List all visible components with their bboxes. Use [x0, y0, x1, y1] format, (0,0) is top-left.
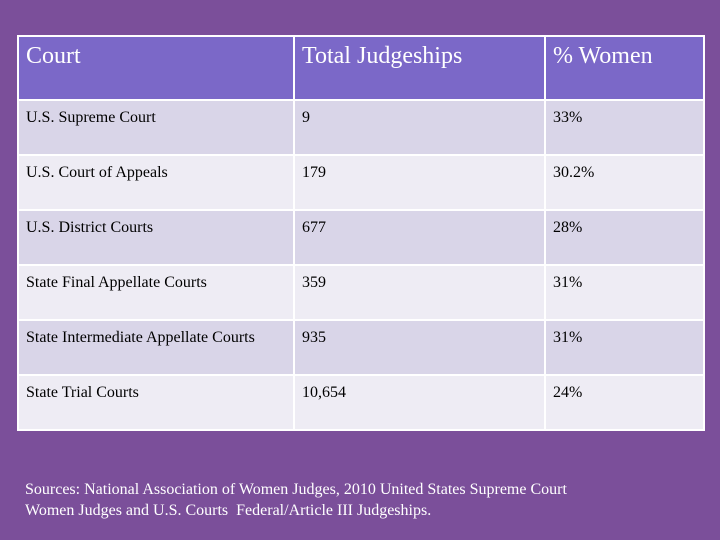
table-row: U.S. District Courts 677 28%	[17, 209, 705, 266]
court-cell: State Intermediate Appellate Courts	[17, 319, 295, 376]
total-cell: 9	[293, 99, 546, 156]
table-row: U.S. Supreme Court 9 33%	[17, 99, 705, 156]
sources-line-1: Sources: National Association of Women J…	[25, 481, 567, 498]
women-cell: 28%	[544, 209, 705, 266]
court-cell: U.S. District Courts	[17, 209, 295, 266]
total-cell: 359	[293, 264, 546, 321]
total-cell: 677	[293, 209, 546, 266]
table-row: State Final Appellate Courts 359 31%	[17, 264, 705, 321]
table-row: State Intermediate Appellate Courts 935 …	[17, 319, 705, 376]
header-percent-women: % Women	[544, 35, 705, 101]
judgeships-table: Court Total Judgeships % Women U.S. Supr…	[17, 35, 705, 431]
total-cell: 179	[293, 154, 546, 211]
court-cell: U.S. Supreme Court	[17, 99, 295, 156]
women-cell: 31%	[544, 264, 705, 321]
judgeships-table-container: Court Total Judgeships % Women U.S. Supr…	[17, 35, 705, 431]
total-cell: 935	[293, 319, 546, 376]
sources-note: Sources: National Association of Women J…	[25, 479, 695, 521]
table-row: U.S. Court of Appeals 179 30.2%	[17, 154, 705, 211]
women-cell: 31%	[544, 319, 705, 376]
court-cell: State Final Appellate Courts	[17, 264, 295, 321]
women-cell: 30.2%	[544, 154, 705, 211]
women-cell: 33%	[544, 99, 705, 156]
header-court: Court	[17, 35, 295, 101]
table-header-row: Court Total Judgeships % Women	[17, 35, 705, 101]
table-row: State Trial Courts 10,654 24%	[17, 374, 705, 431]
sources-line-2: Women Judges and U.S. Courts Federal/Art…	[25, 502, 432, 519]
court-cell: State Trial Courts	[17, 374, 295, 431]
women-cell: 24%	[544, 374, 705, 431]
total-cell: 10,654	[293, 374, 546, 431]
court-cell: U.S. Court of Appeals	[17, 154, 295, 211]
header-total-judgeships: Total Judgeships	[293, 35, 546, 101]
